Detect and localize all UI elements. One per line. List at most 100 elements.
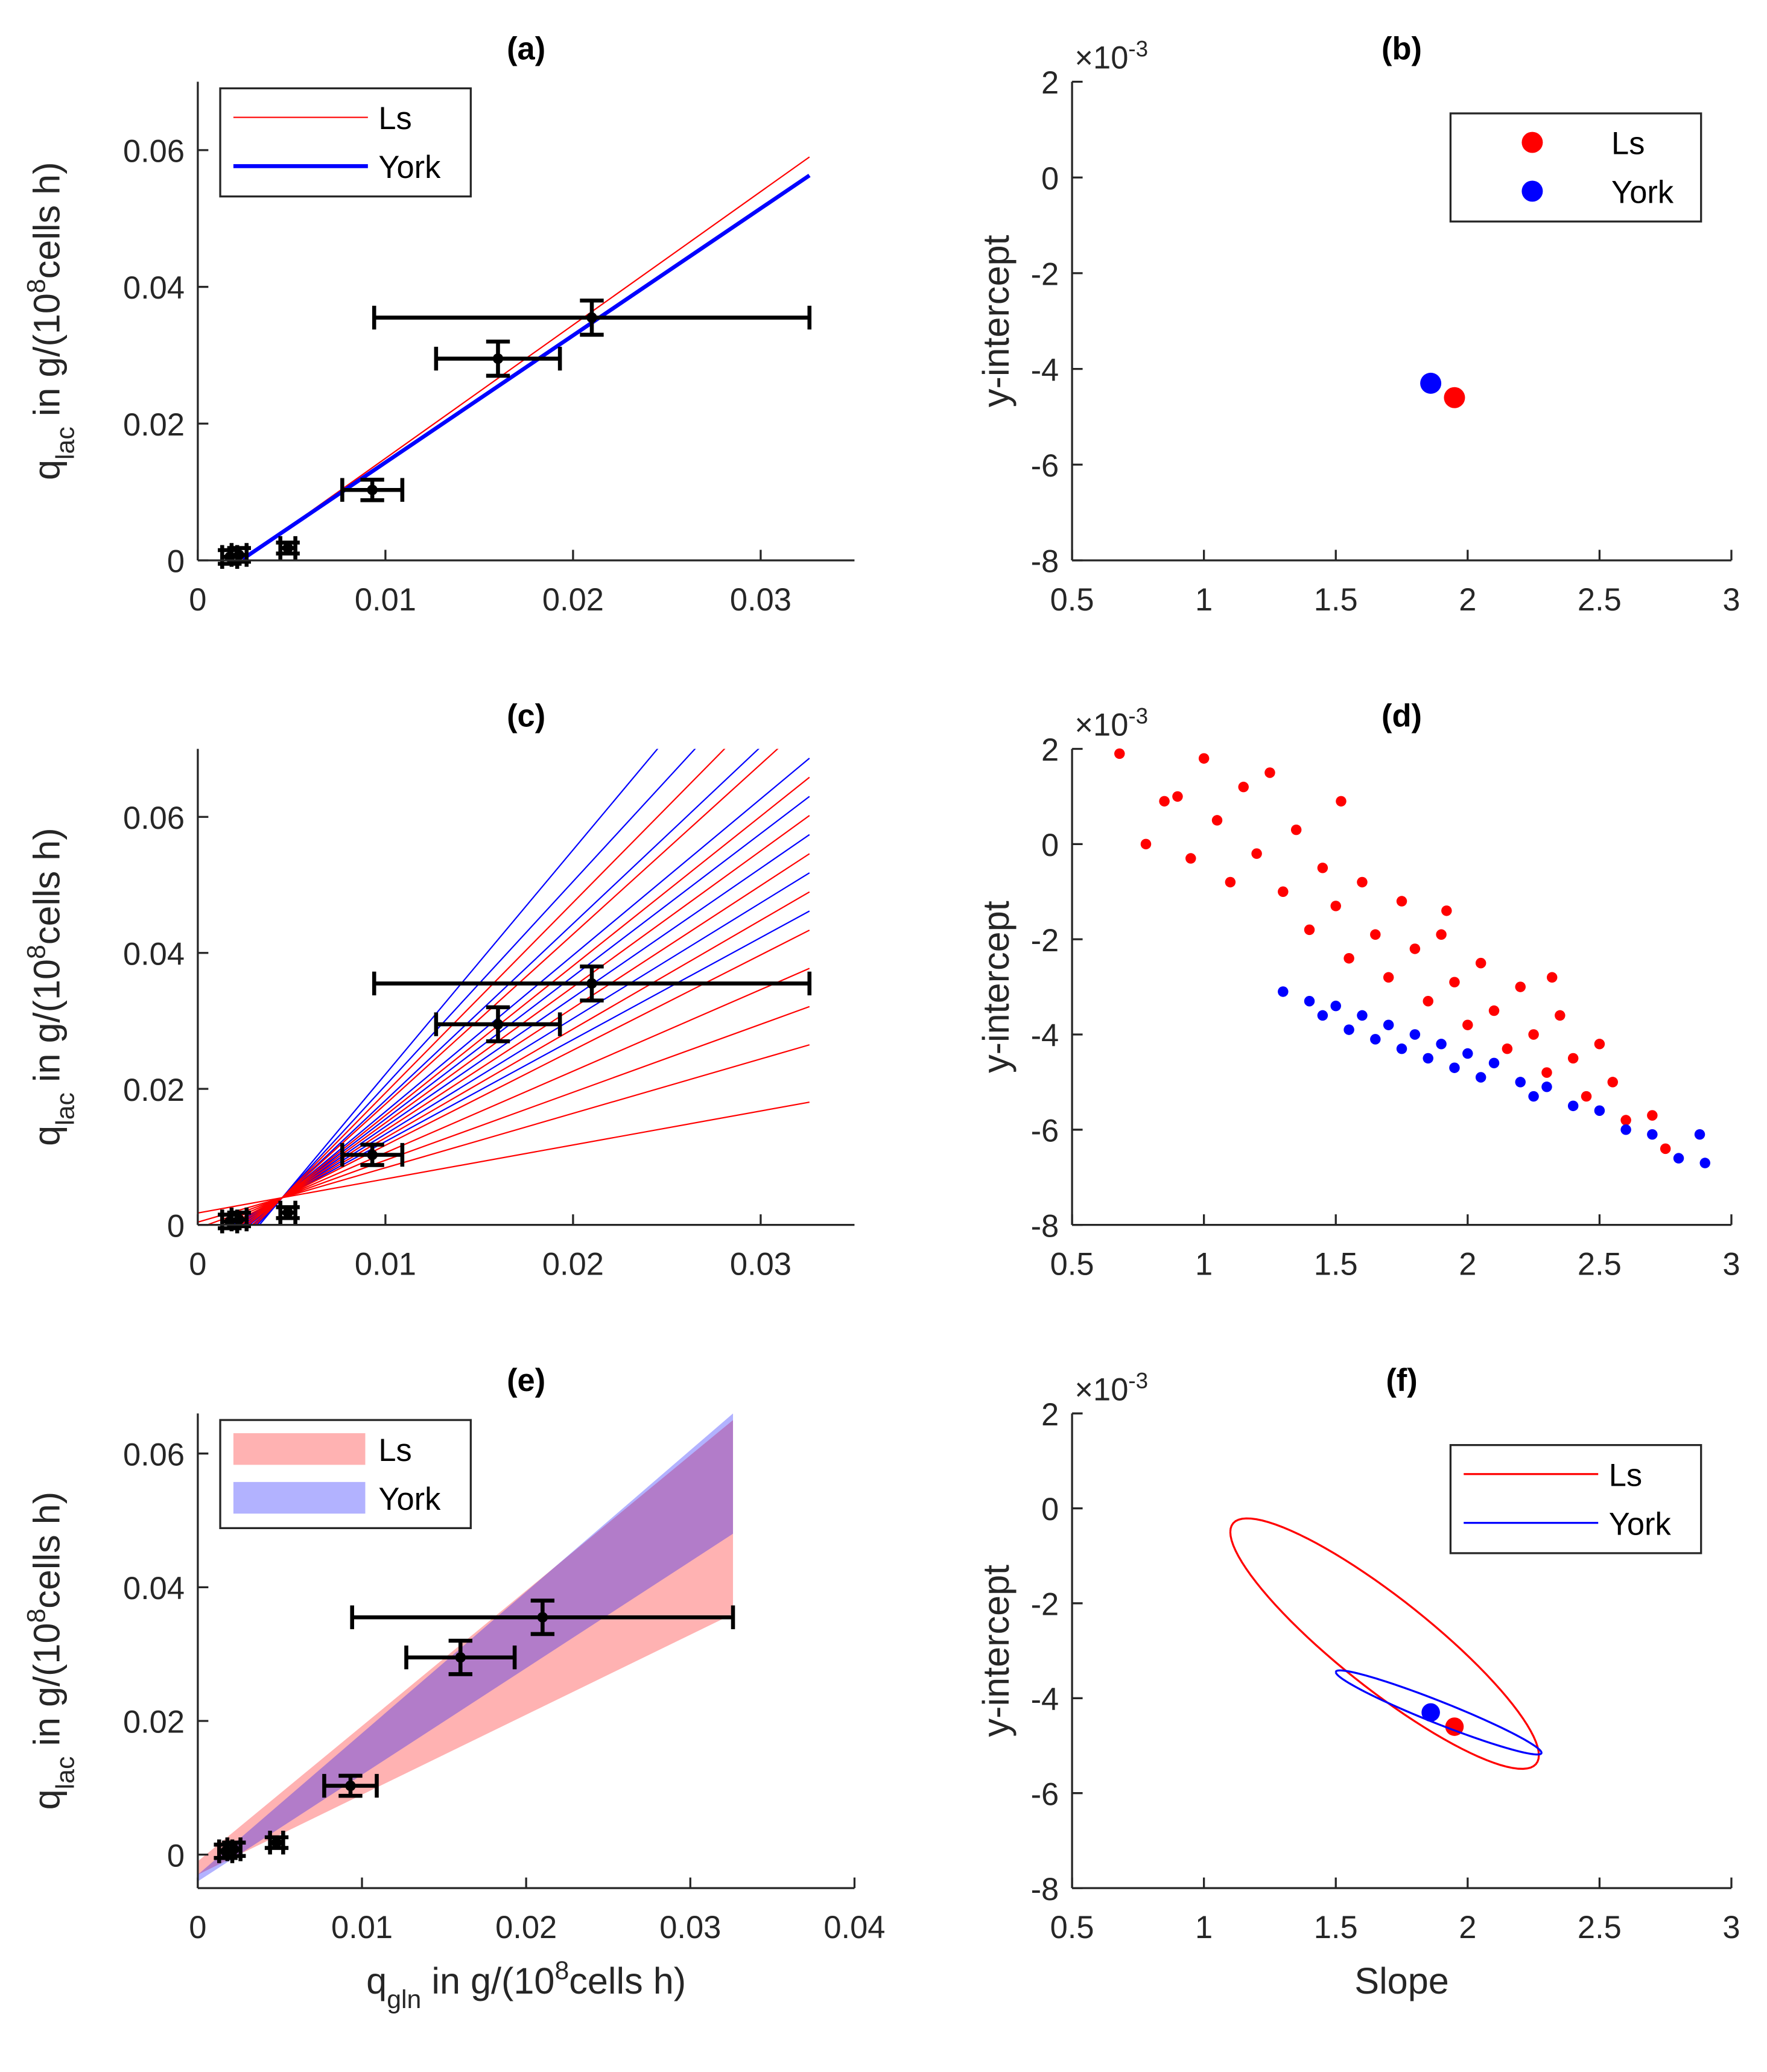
legend-label: Ls — [1609, 1458, 1642, 1493]
x-tick-label: 1 — [1195, 1910, 1213, 1945]
y-tick-label: 0.06 — [123, 1437, 185, 1472]
label-part: q — [366, 1960, 387, 2001]
y-tick-label: -6 — [1031, 449, 1059, 484]
x-tick-label: 0 — [189, 1247, 206, 1282]
plot-area — [197, 749, 810, 1225]
point — [1420, 372, 1442, 394]
data-point — [233, 550, 245, 560]
data-point — [367, 1149, 378, 1161]
y-tick-label: -6 — [1031, 1777, 1059, 1812]
label-part: y-intercept — [975, 1565, 1017, 1737]
point — [1449, 1062, 1460, 1073]
y-axis-label: qlac in g/(108cells h) — [22, 1492, 80, 1810]
point — [1673, 1153, 1684, 1164]
point — [1620, 1124, 1631, 1135]
legend-label: York — [1611, 176, 1674, 211]
label-part: y-intercept — [975, 901, 1017, 1073]
point — [1502, 1043, 1513, 1054]
legend-label: Ls — [378, 101, 411, 136]
fit-line — [258, 749, 659, 1225]
x-tick-label: 1.5 — [1314, 583, 1358, 618]
y-exponent: ×10-3 — [1074, 1368, 1148, 1408]
fit-line — [233, 891, 810, 1225]
point — [1436, 1039, 1447, 1050]
plot-area — [197, 1413, 734, 1881]
point — [1423, 1053, 1433, 1064]
point — [1409, 1029, 1421, 1040]
data-point — [537, 1612, 548, 1623]
panel-title: (f) — [1386, 1363, 1417, 1398]
y-tick-label: 0.04 — [123, 271, 185, 306]
point — [1515, 1077, 1526, 1088]
label-part: gln — [387, 1985, 421, 2014]
point — [1528, 1029, 1539, 1040]
point — [1421, 1703, 1440, 1722]
legend: Ls York — [219, 1419, 472, 1529]
label-part: 8 — [554, 1956, 569, 1985]
fit-line — [256, 749, 696, 1225]
panel: (f) y-intercept Slope ×10-3 0.5 1 1.5 2 2.5 3 -8 -6… — [975, 1363, 1740, 2001]
label-part: cells h) — [26, 1492, 67, 1609]
y-tick-label: -8 — [1031, 1872, 1059, 1907]
point — [1317, 863, 1328, 873]
point — [1278, 886, 1289, 898]
point — [1357, 1010, 1368, 1021]
x-tick-label: 1.5 — [1314, 1910, 1358, 1945]
point — [1567, 1100, 1579, 1112]
y-tick-label: -2 — [1031, 1588, 1059, 1623]
legend-swatch — [233, 1481, 366, 1514]
fit-line — [197, 1101, 810, 1214]
y-tick-label: -2 — [1031, 924, 1059, 958]
panels: (a) qlac in g/(108cells h) 0 0.01 0.02 0.03 0 0… — [22, 31, 1740, 2014]
legend-label: York — [378, 1482, 441, 1517]
point — [1694, 1129, 1705, 1140]
y-tick-label: 0.06 — [123, 801, 185, 836]
y-tick-label: 0 — [167, 1839, 185, 1874]
label-part: lac — [51, 1757, 80, 1790]
label-part: lac — [51, 1092, 80, 1126]
y-axis-label: y-intercept — [975, 235, 1017, 407]
y-tick-label: -4 — [1031, 1019, 1059, 1054]
point — [1594, 1105, 1605, 1116]
point — [1225, 876, 1236, 888]
point — [1462, 1048, 1473, 1059]
point — [1396, 1043, 1407, 1054]
data-point — [229, 1844, 240, 1855]
x-tick-label: 0.03 — [730, 583, 792, 618]
point — [1699, 1158, 1711, 1168]
y-tick-label: 2 — [1041, 66, 1059, 101]
point — [1172, 791, 1183, 802]
x-tick-label: 2.5 — [1578, 1910, 1622, 1945]
legend-box — [1449, 112, 1702, 223]
point — [1647, 1129, 1658, 1140]
point — [1370, 1034, 1381, 1045]
x-tick-label: 0.02 — [495, 1910, 557, 1945]
panel-title: (e) — [507, 1363, 545, 1398]
panel-title: (a) — [507, 31, 545, 66]
point — [1423, 996, 1433, 1007]
point — [1515, 981, 1526, 992]
point — [1449, 977, 1460, 987]
data-point — [345, 1780, 356, 1792]
point — [1251, 848, 1262, 859]
y-axis-label: qlac in g/(108cells h) — [22, 828, 80, 1146]
point — [1441, 905, 1452, 916]
x-axis-label: Slope — [1354, 1960, 1449, 2001]
legend: Ls York — [219, 87, 472, 198]
x-tick-label: 1 — [1195, 1247, 1213, 1282]
label-part: -3 — [1128, 36, 1148, 61]
x-tick-label: 0.01 — [355, 583, 416, 618]
y-tick-label: -4 — [1031, 1682, 1059, 1717]
y-tick-label: 0.02 — [123, 1073, 185, 1108]
fit-line — [197, 1044, 810, 1223]
x-tick-label: 0 — [189, 1910, 206, 1945]
point — [1304, 924, 1315, 936]
point — [1594, 1039, 1605, 1050]
x-tick-label: 1.5 — [1314, 1247, 1358, 1282]
x-tick-label: 0.01 — [331, 1910, 393, 1945]
label-part: ×10 — [1074, 708, 1128, 743]
y-tick-label: 0.02 — [123, 408, 185, 443]
point — [1238, 781, 1249, 793]
x-tick-label: 1 — [1195, 583, 1213, 618]
